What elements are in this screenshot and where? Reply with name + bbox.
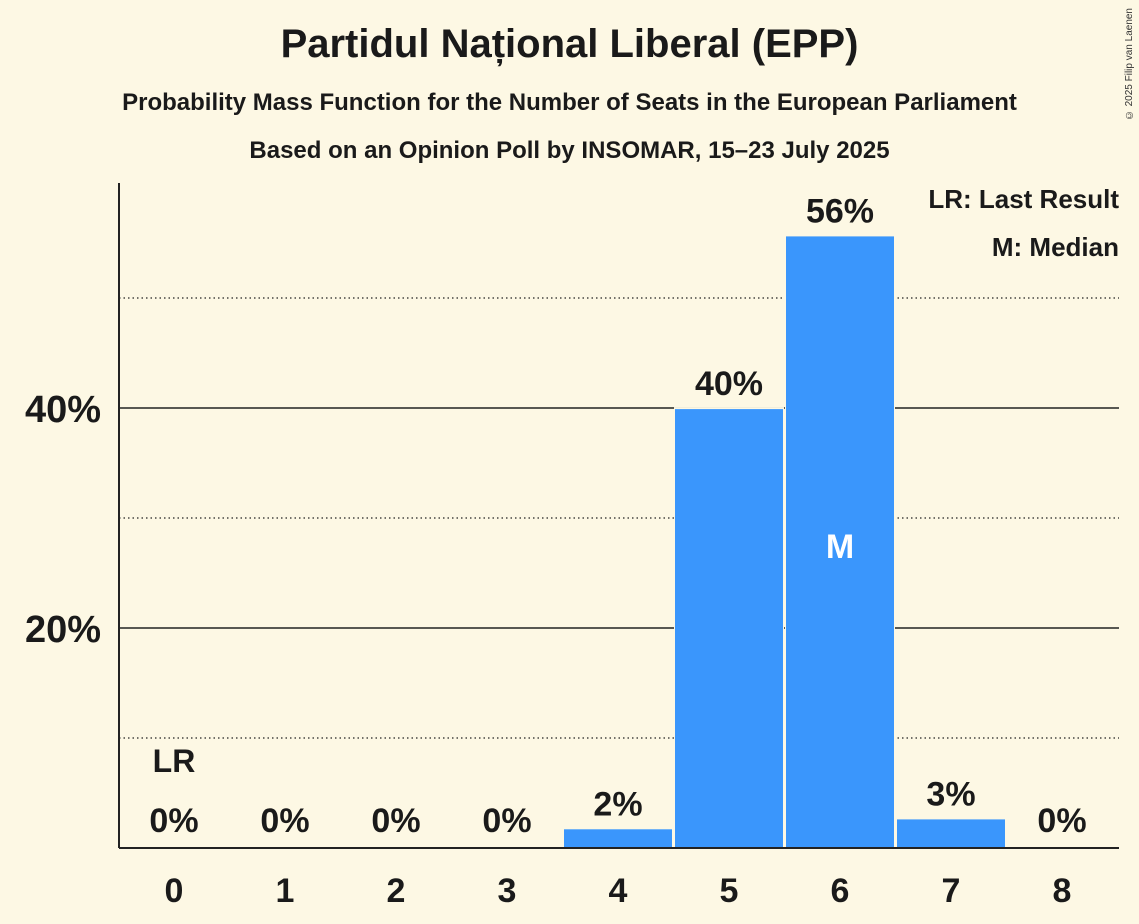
chart-title: Partidul Național Liberal (EPP): [280, 22, 859, 66]
data-label: 40%: [695, 365, 763, 403]
x-tick-label: 5: [720, 872, 739, 910]
x-tick-label: 7: [942, 872, 961, 910]
bar: [897, 819, 1005, 848]
data-label: 0%: [482, 802, 531, 840]
x-tick-label: 2: [387, 872, 406, 910]
legend-last-result: LR: Last Result: [928, 184, 1119, 214]
data-label: 56%: [806, 192, 874, 230]
x-tick-label: 6: [831, 872, 850, 910]
x-tick-label: 8: [1053, 872, 1072, 910]
bar: [564, 829, 672, 848]
data-label: 3%: [926, 775, 975, 813]
x-tick-label: 0: [165, 872, 184, 910]
data-label: 0%: [149, 802, 198, 840]
bar: [675, 409, 783, 848]
x-tick-label: 3: [498, 872, 517, 910]
x-tick-label: 1: [276, 872, 295, 910]
data-label: 2%: [593, 785, 642, 823]
data-label: 0%: [371, 802, 420, 840]
x-tick-label: 4: [609, 872, 628, 910]
y-tick-label: 20%: [25, 609, 101, 651]
data-label: 0%: [260, 802, 309, 840]
data-label: 0%: [1037, 802, 1086, 840]
bar: [786, 236, 894, 848]
legend-median: M: Median: [991, 232, 1119, 262]
chart-source: Based on an Opinion Poll by INSOMAR, 15–…: [249, 137, 890, 164]
last-result-marker: LR: [153, 743, 196, 779]
y-tick-label: 40%: [25, 389, 101, 431]
chart-subtitle: Probability Mass Function for the Number…: [122, 89, 1017, 116]
median-marker: M: [826, 528, 854, 566]
